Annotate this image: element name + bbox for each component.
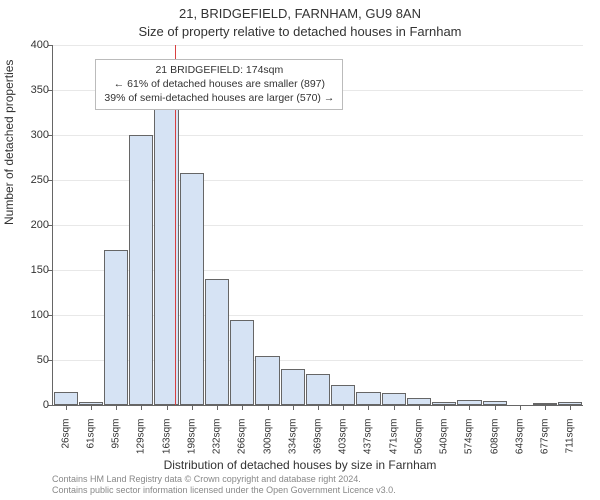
- xtick-label: 643sqm: [514, 419, 525, 459]
- annotation-line1: 21 BRIDGEFIELD: 174sqm: [104, 64, 334, 78]
- histogram-bar: [382, 393, 406, 405]
- xtick-mark: [419, 405, 420, 410]
- histogram-bar: [306, 374, 330, 405]
- annotation-box: 21 BRIDGEFIELD: 174sqm← 61% of detached …: [95, 59, 343, 110]
- xtick-mark: [141, 405, 142, 410]
- ytick-label: 350: [19, 84, 49, 96]
- y-axis-label: Number of detached properties: [2, 60, 16, 225]
- xtick-label: 300sqm: [262, 419, 273, 459]
- attribution-line1: Contains HM Land Registry data © Crown c…: [52, 474, 396, 485]
- xtick-mark: [570, 405, 571, 410]
- histogram-bar: [54, 392, 78, 405]
- xtick-label: 677sqm: [540, 419, 551, 459]
- xtick-label: 369sqm: [313, 419, 324, 459]
- xtick-mark: [192, 405, 193, 410]
- ytick-label: 50: [19, 354, 49, 366]
- ytick-label: 150: [19, 264, 49, 276]
- histogram-bar: [407, 398, 431, 405]
- histogram-bar: [331, 385, 355, 405]
- ytick-label: 100: [19, 309, 49, 321]
- xtick-label: 608sqm: [489, 419, 500, 459]
- histogram-bar: [205, 279, 229, 405]
- xtick-mark: [318, 405, 319, 410]
- histogram-bar: [180, 173, 204, 405]
- xtick-mark: [167, 405, 168, 410]
- xtick-mark: [343, 405, 344, 410]
- xtick-label: 95sqm: [111, 419, 122, 459]
- histogram-bar: [255, 356, 279, 405]
- histogram-bar: [104, 250, 128, 405]
- annotation-line3: 39% of semi-detached houses are larger (…: [104, 92, 334, 106]
- chart-title-line2: Size of property relative to detached ho…: [0, 24, 600, 39]
- ytick-label: 300: [19, 129, 49, 141]
- xtick-mark: [368, 405, 369, 410]
- xtick-label: 129sqm: [136, 419, 147, 459]
- xtick-label: 437sqm: [363, 419, 374, 459]
- attribution-text: Contains HM Land Registry data © Crown c…: [52, 474, 396, 496]
- xtick-label: 574sqm: [464, 419, 475, 459]
- xtick-mark: [91, 405, 92, 410]
- xtick-label: 334sqm: [287, 419, 298, 459]
- x-axis-label: Distribution of detached houses by size …: [0, 458, 600, 472]
- attribution-line2: Contains public sector information licen…: [52, 485, 396, 496]
- ytick-label: 250: [19, 174, 49, 186]
- histogram-bar: [356, 392, 380, 406]
- xtick-label: 266sqm: [237, 419, 248, 459]
- ytick-label: 0: [19, 399, 49, 411]
- xtick-mark: [444, 405, 445, 410]
- xtick-mark: [293, 405, 294, 410]
- ytick-label: 200: [19, 219, 49, 231]
- xtick-mark: [495, 405, 496, 410]
- histogram-bar: [281, 369, 305, 405]
- xtick-label: 471sqm: [388, 419, 399, 459]
- xtick-mark: [394, 405, 395, 410]
- chart-container: 21, BRIDGEFIELD, FARNHAM, GU9 8AN Size o…: [0, 0, 600, 500]
- xtick-label: 506sqm: [413, 419, 424, 459]
- xtick-mark: [520, 405, 521, 410]
- xtick-label: 711sqm: [565, 419, 576, 459]
- xtick-mark: [268, 405, 269, 410]
- xtick-label: 61sqm: [85, 419, 96, 459]
- xtick-mark: [545, 405, 546, 410]
- chart-title-line1: 21, BRIDGEFIELD, FARNHAM, GU9 8AN: [0, 6, 600, 21]
- xtick-label: 232sqm: [212, 419, 223, 459]
- plot-area: 05010015020025030035040026sqm61sqm95sqm1…: [52, 45, 583, 406]
- xtick-mark: [66, 405, 67, 410]
- xtick-label: 26sqm: [60, 419, 71, 459]
- xtick-label: 198sqm: [186, 419, 197, 459]
- xtick-label: 540sqm: [439, 419, 450, 459]
- histogram-bar: [230, 320, 254, 405]
- xtick-mark: [242, 405, 243, 410]
- xtick-mark: [469, 405, 470, 410]
- xtick-label: 403sqm: [338, 419, 349, 459]
- histogram-bar: [129, 135, 153, 405]
- annotation-line2: ← 61% of detached houses are smaller (89…: [104, 78, 334, 92]
- xtick-label: 163sqm: [161, 419, 172, 459]
- xtick-mark: [217, 405, 218, 410]
- ytick-label: 400: [19, 39, 49, 51]
- xtick-mark: [116, 405, 117, 410]
- gridline: [53, 45, 583, 46]
